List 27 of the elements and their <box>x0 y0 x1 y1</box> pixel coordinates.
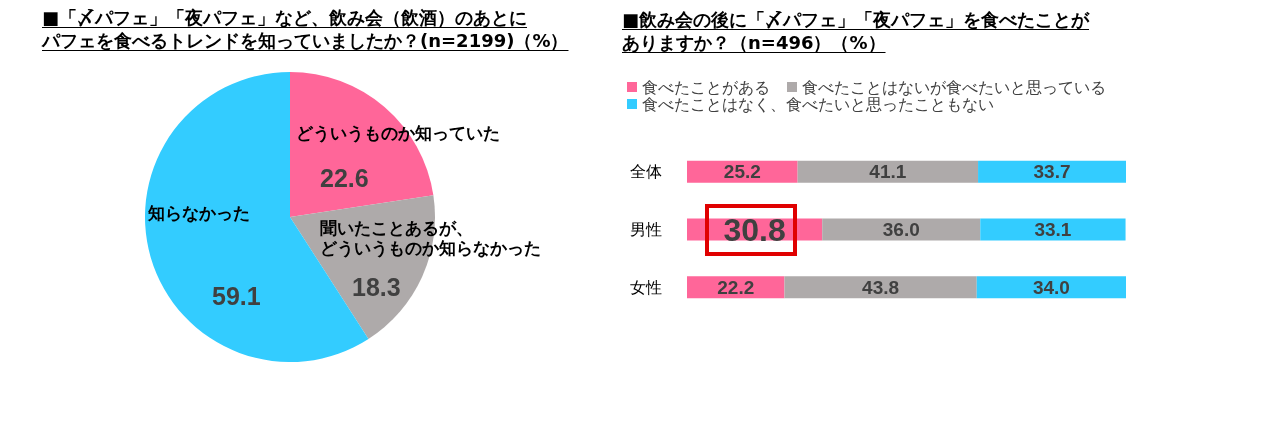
bar <box>980 218 1126 241</box>
bar <box>978 160 1126 183</box>
chart-title: ■飲み会の後に「〆パフェ」「夜パフェ」を食べたことがありますか？（n=496）（%） <box>622 8 1090 54</box>
y-tick-label: 女性 <box>630 277 662 297</box>
bar <box>797 160 979 183</box>
bar <box>976 276 1126 299</box>
bar <box>784 276 977 299</box>
data-label: 33.1 <box>1034 219 1072 240</box>
data-label: 25.2 <box>723 161 761 183</box>
legend-label: 食べたことはないが食べたいと思っている <box>802 77 1106 97</box>
chart-title: ■「〆パフェ」「夜パフェ」など、飲み会（飲酒）のあとにパフェを食べるトレンドを知っていましたか？(n=2199)（%） <box>42 6 569 52</box>
legend-label: 食べたことがある <box>642 77 770 97</box>
data-label: 36.0 <box>882 219 920 240</box>
data-label: 22.6 <box>320 163 369 192</box>
data-label: 33.7 <box>1033 161 1071 183</box>
data-label: 43.8 <box>862 276 900 298</box>
y-tick-label: 男性 <box>630 220 662 239</box>
data-label: 59.1 <box>212 281 261 310</box>
data-label: 18.3 <box>352 272 401 301</box>
data-label: 34.0 <box>1032 276 1070 298</box>
data-label: 30.8 <box>723 211 786 248</box>
data-label: 22.2 <box>717 276 755 298</box>
slice-label: 聞いたことあるが、どういうものか知らなかった <box>320 218 541 258</box>
slice-label: 知らなかった <box>147 203 250 223</box>
data-label: 41.1 <box>869 161 907 183</box>
bar <box>822 218 981 241</box>
y-tick-label: 全体 <box>630 162 662 182</box>
